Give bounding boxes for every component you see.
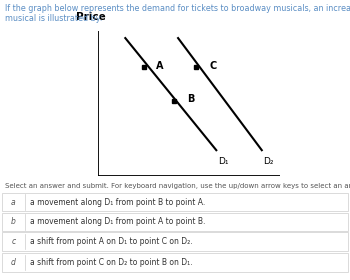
Text: c: c (11, 237, 15, 246)
Text: a: a (11, 198, 16, 207)
Text: Select an answer and submit. For keyboard navigation, use the up/down arrow keys: Select an answer and submit. For keyboar… (5, 183, 350, 189)
Text: B: B (187, 94, 195, 104)
Text: d: d (11, 258, 16, 267)
Text: If the graph below represents the demand for tickets to broadway musicals, an in: If the graph below represents the demand… (5, 4, 350, 13)
Text: C: C (209, 61, 216, 71)
Text: a movement along D₁ from point A to point B.: a movement along D₁ from point A to poin… (30, 217, 205, 227)
Text: musical is illustrated by:: musical is illustrated by: (5, 14, 102, 23)
Text: b: b (11, 217, 16, 227)
Text: Quantity: Quantity (233, 195, 284, 205)
Text: a movement along D₁ from point B to point A.: a movement along D₁ from point B to poin… (30, 198, 205, 207)
Text: a shift from point A on D₁ to point C on D₂.: a shift from point A on D₁ to point C on… (30, 237, 192, 246)
Text: a shift from point C on D₂ to point B on D₁.: a shift from point C on D₂ to point B on… (30, 258, 192, 267)
Text: D₂: D₂ (264, 157, 274, 167)
Text: A: A (156, 61, 164, 71)
Text: Price: Price (76, 12, 106, 22)
Text: D₁: D₁ (218, 157, 229, 167)
